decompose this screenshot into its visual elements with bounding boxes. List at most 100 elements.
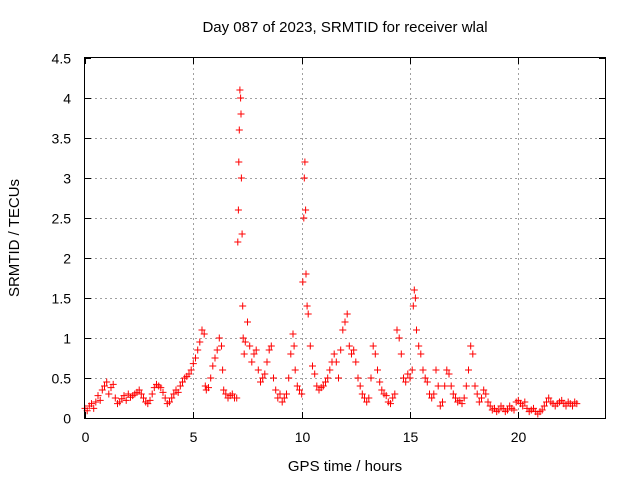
data-point: [352, 358, 360, 366]
data-point: [449, 390, 457, 398]
data-point: [88, 400, 95, 408]
data-point: [103, 378, 111, 386]
data-point: [246, 342, 254, 350]
data-point: [200, 330, 208, 338]
data-point: [209, 362, 217, 370]
data-point: [120, 392, 128, 400]
data-point: [467, 342, 475, 350]
data-point: [159, 388, 167, 396]
data-point: [475, 398, 483, 406]
data-point: [239, 302, 247, 310]
data-point: [393, 326, 401, 334]
data-point: [569, 402, 576, 410]
data-point: [174, 388, 182, 396]
data-point: [391, 390, 399, 398]
data-point: [238, 230, 246, 238]
x-tick-label: 15: [403, 429, 419, 445]
data-point: [176, 382, 184, 390]
data-point: [510, 406, 518, 414]
data-point: [201, 382, 209, 390]
data-point: [233, 394, 241, 402]
data-point: [248, 358, 256, 366]
data-point: [458, 400, 466, 408]
data-point: [471, 382, 479, 390]
y-tick-label: 1.5: [52, 291, 72, 307]
data-point: [521, 398, 529, 406]
data-point: [267, 342, 275, 350]
data-point: [324, 374, 332, 382]
data-point: [148, 390, 156, 398]
data-point: [213, 346, 221, 354]
data-point: [371, 350, 379, 358]
data-point: [330, 350, 338, 358]
data-point: [235, 126, 243, 134]
data-point: [311, 370, 319, 378]
data-point: [300, 174, 308, 182]
data-point: [270, 374, 277, 382]
data-point: [415, 342, 423, 350]
data-point: [519, 402, 527, 410]
data-point: [237, 174, 245, 182]
y-tick-label: 3.5: [52, 131, 72, 147]
data-point: [434, 382, 442, 390]
data-point: [411, 294, 419, 302]
data-point: [447, 382, 455, 390]
data-point: [350, 346, 358, 354]
data-point: [211, 354, 219, 362]
data-point: [168, 394, 176, 402]
data-point: [369, 342, 377, 350]
data-point: [219, 366, 227, 374]
data-point: [228, 390, 236, 398]
data-point: [482, 390, 490, 398]
data-point: [460, 394, 468, 402]
x-tick-label: 10: [295, 429, 311, 445]
data-point: [319, 382, 327, 390]
data-point: [189, 360, 197, 368]
grid: [85, 58, 605, 418]
data-point: [337, 346, 345, 354]
data-point: [545, 394, 553, 402]
plot-frame: [84, 57, 606, 419]
data-point: [413, 326, 420, 334]
data-point: [445, 370, 453, 378]
data-point: [332, 358, 340, 366]
data-point: [218, 342, 225, 350]
data-point: [252, 346, 260, 354]
data-point: [302, 270, 310, 278]
data-point: [220, 386, 228, 394]
data-point: [135, 386, 143, 394]
data-point: [345, 342, 353, 350]
data-point: [322, 378, 329, 386]
x-tick-label: 20: [511, 429, 527, 445]
data-point: [94, 392, 102, 400]
data-point: [261, 370, 269, 378]
data-point: [283, 390, 290, 398]
data-point: [276, 390, 284, 398]
data-point: [274, 394, 282, 402]
data-point: [408, 366, 416, 374]
data-point: [250, 350, 258, 358]
data-point: [402, 378, 410, 386]
data-point: [222, 390, 230, 398]
data-point: [241, 338, 249, 346]
data-point: [306, 342, 314, 350]
data-point: [335, 374, 342, 382]
data-point: [234, 238, 242, 246]
data-point: [326, 366, 334, 374]
data-point: [304, 310, 312, 318]
data-point: [562, 402, 570, 410]
data-point: [419, 366, 427, 374]
data-point: [480, 386, 488, 394]
data-point: [194, 346, 202, 354]
data-point: [432, 366, 440, 374]
data-point: [452, 394, 459, 402]
y-tick-label: 1: [63, 331, 71, 347]
data-point: [278, 398, 286, 406]
data-point: [187, 366, 195, 374]
y-axis-label: SRMTID / TECUs: [6, 179, 23, 297]
data-point: [341, 318, 349, 326]
data-point: [365, 394, 373, 402]
data-point: [465, 366, 472, 374]
data-point: [441, 382, 449, 390]
